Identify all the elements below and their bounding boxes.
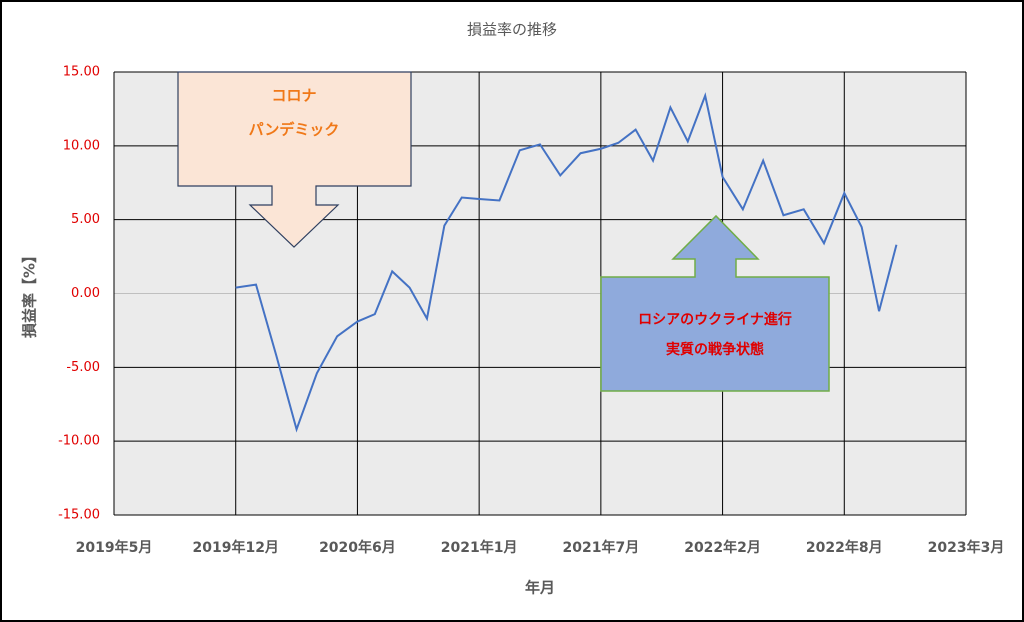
x-tick-label: 2019年12月: [192, 539, 278, 556]
x-tick-label: 2023年3月: [928, 539, 1005, 556]
callout-war: ロシアのウクライナ進行 実質の戦争状態: [600, 214, 830, 392]
callout-shape: [177, 71, 412, 248]
callout-pandemic: コロナ パンデミック: [177, 71, 412, 248]
x-axis-label: 年月: [525, 579, 555, 597]
y-tick-label: -5.00: [66, 360, 100, 375]
x-tick-label: 2021年1月: [441, 539, 518, 556]
y-tick-label: 0.00: [71, 286, 100, 301]
line-series: [235, 92, 898, 433]
callout-shape: [600, 214, 830, 392]
annotation: 実質の戦争状態: [666, 341, 764, 358]
chart-title: 損益率の推移: [467, 21, 557, 39]
x-tick-label: 2022年8月: [806, 539, 883, 556]
x-tick-label: 2022年2月: [684, 539, 761, 556]
y-tick-label: 5.00: [71, 212, 100, 227]
x-tick-label: 2020年6月: [319, 539, 396, 556]
y-tick-label: -15.00: [58, 508, 100, 523]
y-tick-label: 15.00: [63, 65, 100, 80]
annotation: パンデミック: [249, 121, 340, 139]
x-tick-label: 2021年7月: [562, 539, 639, 556]
annotation: コロナ: [271, 87, 316, 105]
annotation: ロシアのウクライナ進行: [638, 311, 792, 328]
y-axis-label: 損益率【%】: [21, 248, 39, 338]
y-tick-label: 10.00: [63, 138, 100, 153]
marks: [235, 92, 898, 433]
y-tick-label: -10.00: [58, 434, 100, 449]
x-tick-label: 2019年5月: [76, 539, 153, 556]
